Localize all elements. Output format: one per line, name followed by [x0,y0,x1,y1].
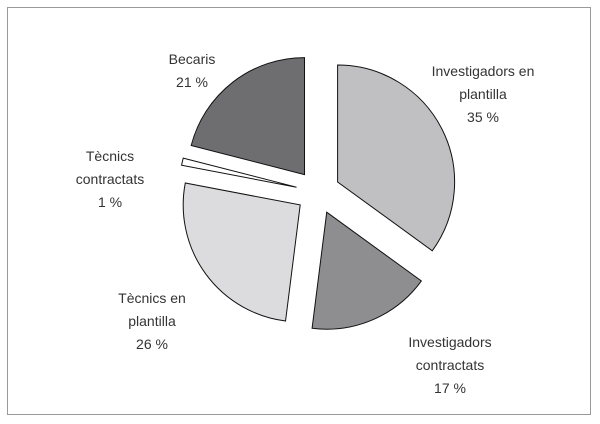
slice-label: Investigadors contractats 17 % [390,331,510,400]
value-label: 21 % [176,74,208,90]
value-label: 35 % [467,109,499,125]
pie-slice [190,57,306,176]
slice-label: Investigadors en plantilla 35 % [423,60,543,129]
category-label: Investigadors contractats [408,334,492,373]
slice-label: Tècnics en plantilla 26 % [107,287,197,356]
pie-slice [181,157,297,188]
category-label: Becaris [168,51,216,67]
category-label: Tècnics contractats [75,148,145,187]
category-label: Tècnics en plantilla [118,290,186,329]
value-label: 26 % [136,336,168,352]
chart-frame [7,7,591,415]
value-label: 1 % [97,194,123,210]
slice-label: Becaris 21 % [132,48,252,94]
category-label: Investigadors en plantilla [431,63,535,102]
slice-label: Tècnics contractats 1 % [50,145,170,214]
pie-slice [337,64,456,252]
pie-slice [182,182,301,322]
value-label: 17 % [434,380,466,396]
pie-slice [311,211,423,330]
